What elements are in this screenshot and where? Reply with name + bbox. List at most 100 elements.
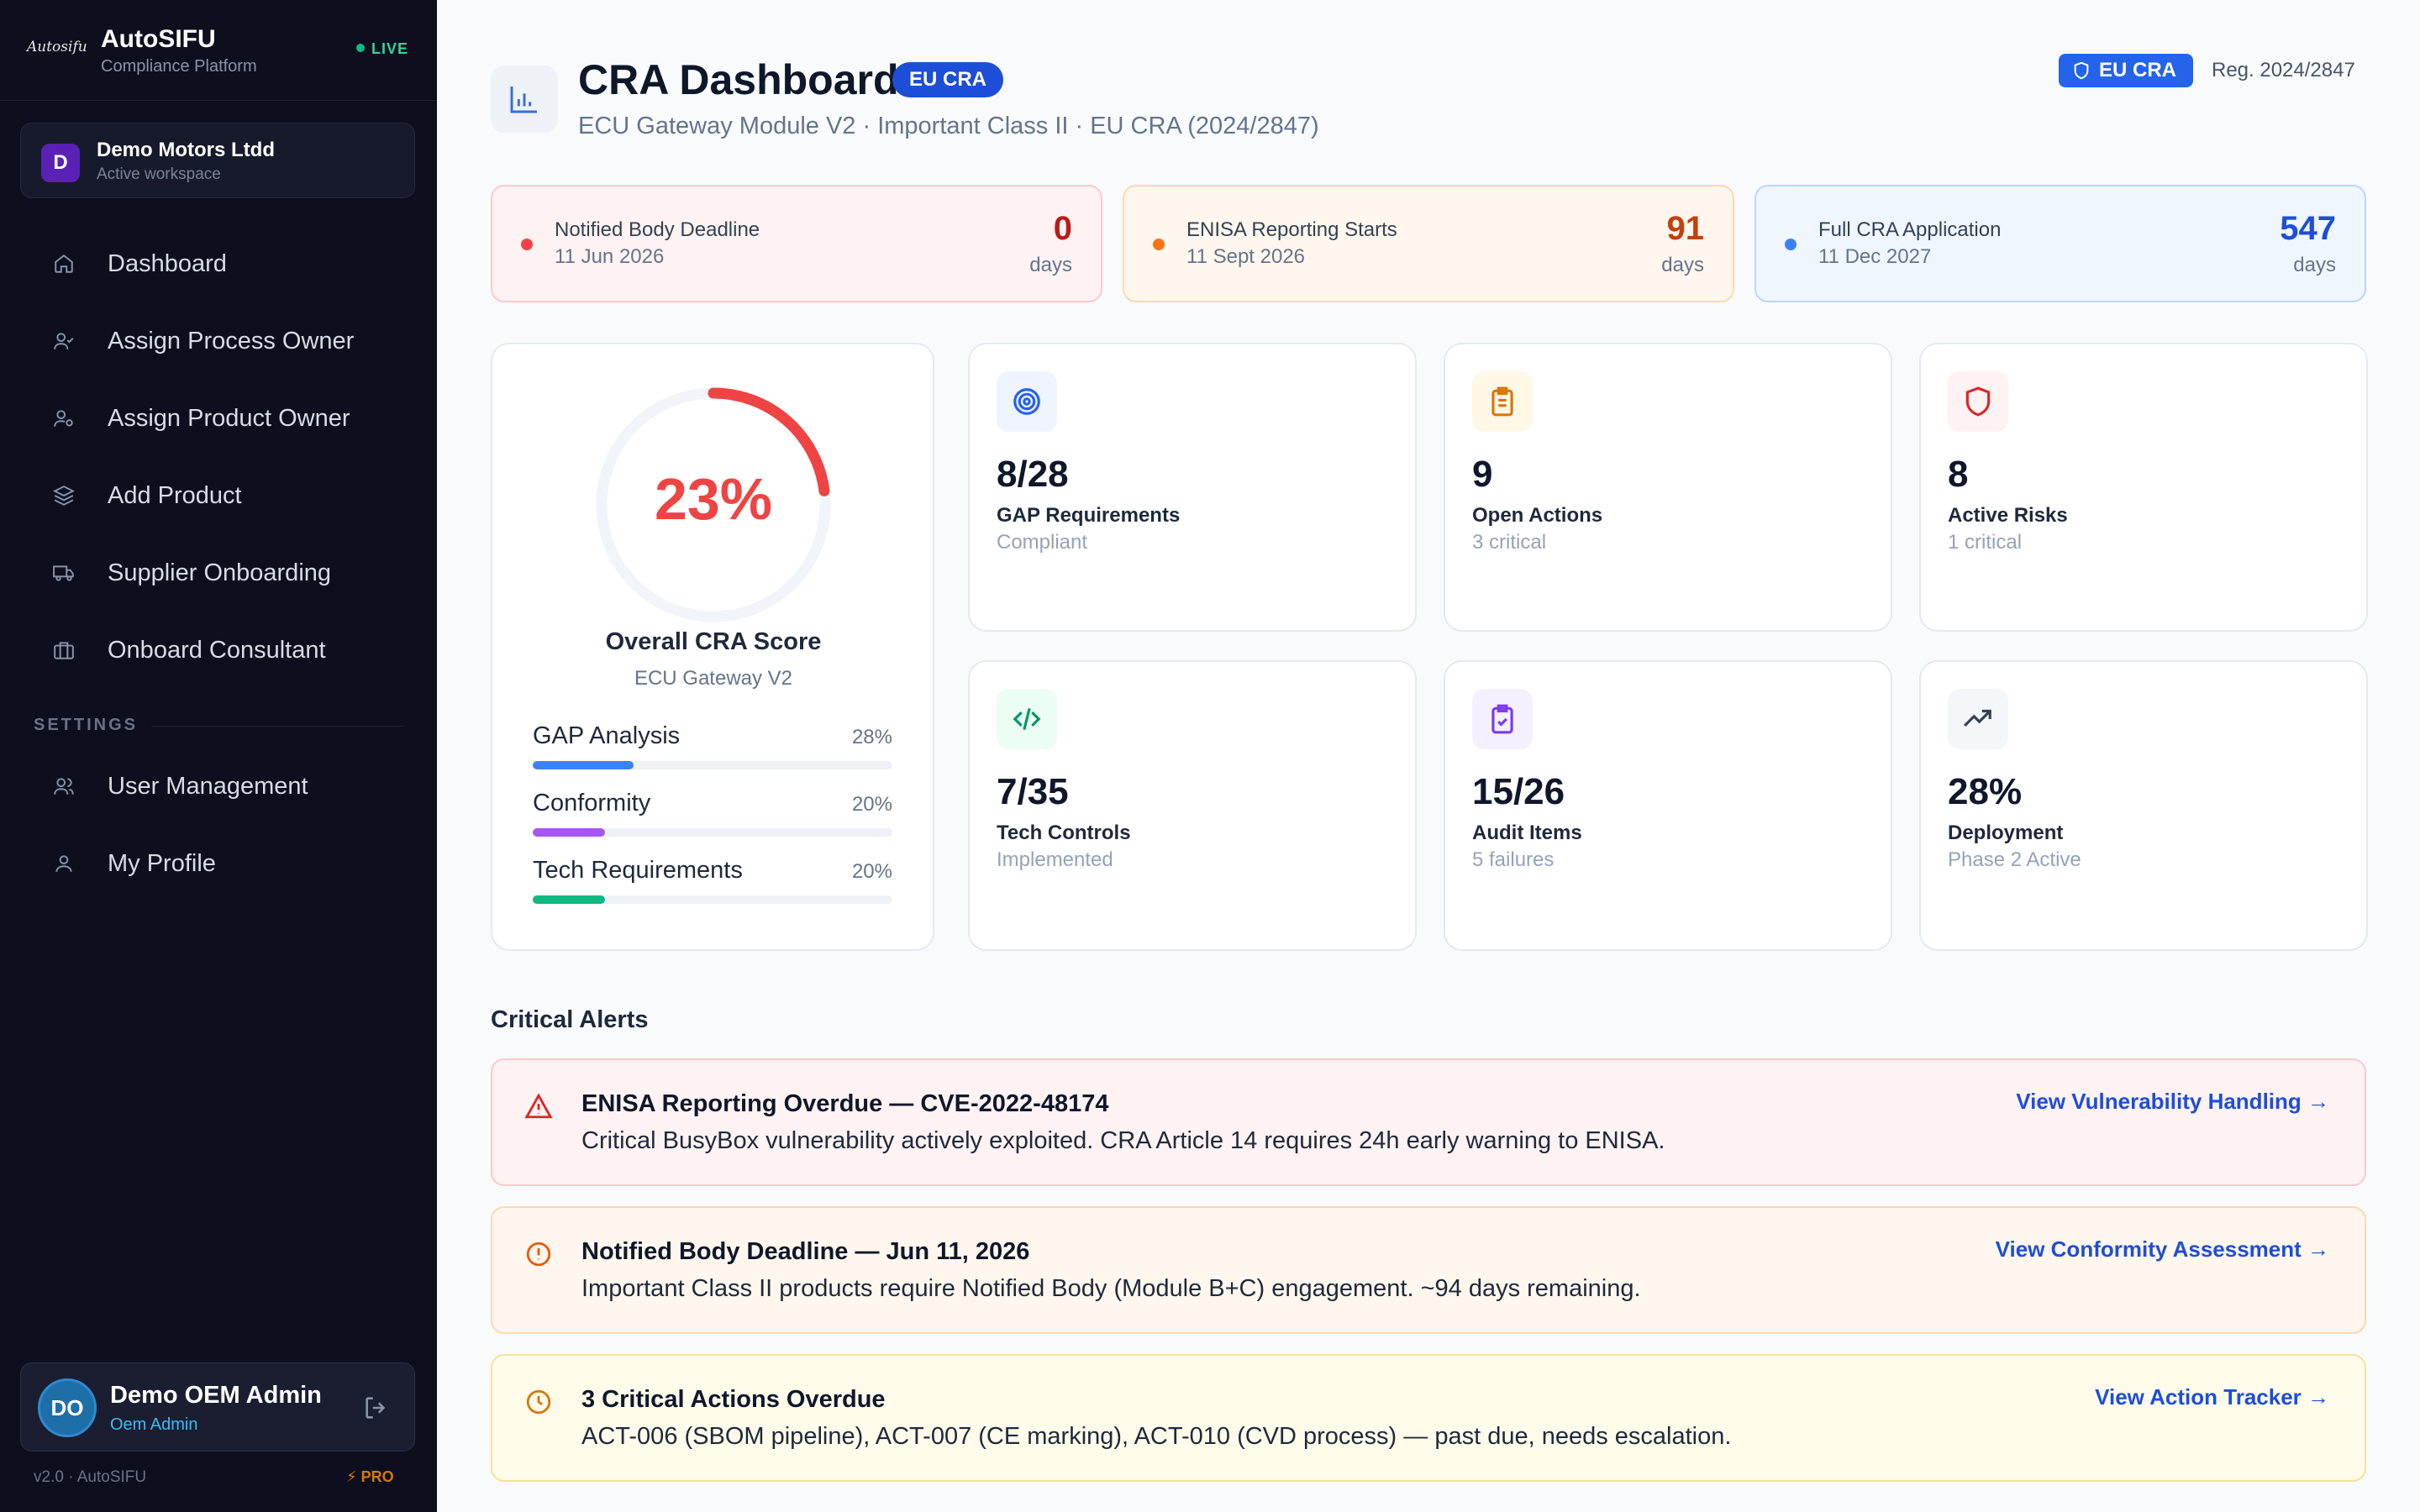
alert-text: Important Class II products require Noti… <box>581 1275 1641 1302</box>
progress-track <box>533 828 892 837</box>
clipboard-check-icon <box>1472 689 1533 749</box>
stat-card-audit-items[interactable]: 15/26 Audit Items 5 failures <box>1444 660 1892 951</box>
page-title: CRA Dashboard <box>578 56 899 103</box>
live-dot-icon <box>355 44 365 52</box>
overall-score-card: 23% Overall CRA Score ECU Gateway V2 GAP… <box>491 343 934 951</box>
plan-badge: ⚡ PRO <box>346 1468 394 1486</box>
regulation-reference: Reg. 2024/2847 <box>2212 59 2355 81</box>
live-status: LIVE <box>355 40 408 58</box>
workspace-switcher[interactable]: D Demo Motors Ltdd Active workspace <box>20 123 415 198</box>
nav-item-onboard-consultant[interactable]: Onboard Consultant <box>34 623 403 677</box>
nav-label: Assign Process Owner <box>108 327 355 354</box>
progress-label: GAP Analysis <box>533 722 681 749</box>
workspace-subtitle: Active workspace <box>97 165 221 183</box>
nav-item-user-management[interactable]: User Management <box>34 759 403 813</box>
alert-title: ENISA Reporting Overdue — CVE-2022-48174 <box>581 1090 1109 1117</box>
deadline-days-unit: days <box>2293 254 2336 276</box>
target-icon <box>997 371 1057 432</box>
stat-subtitle: 3 critical <box>1472 531 1547 554</box>
shield-small-icon <box>2074 61 2089 80</box>
stat-card-gap-requirements[interactable]: 8/28 GAP Requirements Compliant <box>968 343 1417 632</box>
stat-card-deployment[interactable]: 28% Deployment Phase 2 Active <box>1919 660 2368 951</box>
user-cog-icon <box>50 405 77 432</box>
deadline-card-enisa: ENISA Reporting Starts 11 Sept 2026 91 d… <box>1123 185 1734 302</box>
nav-item-assign-process-owner[interactable]: Assign Process Owner <box>34 314 403 368</box>
progress-fill <box>533 828 605 837</box>
alert-text: ACT-006 (SBOM pipeline), ACT-007 (CE mar… <box>581 1423 1732 1450</box>
plan-label: PRO <box>360 1468 394 1485</box>
stat-value: 28% <box>1948 771 2023 812</box>
live-label: LIVE <box>371 40 408 57</box>
nav-label: Add Product <box>108 481 242 509</box>
stat-subtitle: Phase 2 Active <box>1948 848 2081 871</box>
stat-subtitle: Compliant <box>997 531 1088 554</box>
deadline-date: 11 Sept 2026 <box>1186 245 1306 268</box>
score-ring <box>596 387 831 622</box>
progress-fill <box>533 895 605 904</box>
progress-gap-analysis: GAP Analysis 28% <box>533 722 892 769</box>
warning-triangle-icon <box>524 1092 553 1121</box>
nav-label: Supplier Onboarding <box>108 559 332 586</box>
deadline-card-notified-body: Notified Body Deadline 11 Jun 2026 0 day… <box>491 185 1102 302</box>
avatar: DO <box>38 1378 97 1437</box>
nav-item-add-product[interactable]: Add Product <box>34 469 403 522</box>
truck-icon <box>50 559 77 586</box>
stat-value: 8 <box>1948 454 1969 495</box>
nav-label: Dashboard <box>108 249 227 277</box>
progress-percent: 20% <box>851 793 892 816</box>
stat-card-tech-controls[interactable]: 7/35 Tech Controls Implemented <box>968 660 1417 951</box>
progress-label: Tech Requirements <box>533 857 743 884</box>
bolt-icon: ⚡ <box>346 1468 357 1485</box>
view-action-tracker-link[interactable]: View Action Tracker → <box>2095 1384 2329 1410</box>
clock-icon <box>524 1388 553 1416</box>
deadline-label: ENISA Reporting Starts <box>1186 218 1397 241</box>
stat-value: 15/26 <box>1472 771 1565 812</box>
sidebar: Autosifu AutoSIFU Compliance Platform LI… <box>0 0 437 1512</box>
status-dot-icon <box>1153 239 1165 250</box>
view-vulnerability-handling-link[interactable]: View Vulnerability Handling → <box>2016 1089 2329 1114</box>
view-conformity-assessment-link[interactable]: View Conformity Assessment → <box>1995 1236 2329 1262</box>
deadline-label: Full CRA Application <box>1818 218 2002 241</box>
progress-track <box>533 895 892 904</box>
stat-value: 7/35 <box>997 771 1069 812</box>
workspace-avatar: D <box>41 144 80 182</box>
deadline-label: Notified Body Deadline <box>555 218 760 241</box>
score-value: 23% <box>654 466 773 532</box>
shield-icon <box>1948 371 2008 432</box>
deadline-date: 11 Dec 2027 <box>1818 245 1932 268</box>
stat-card-active-risks[interactable]: 8 Active Risks 1 critical <box>1919 343 2368 632</box>
user-name: Demo OEM Admin <box>110 1382 322 1409</box>
status-dot-icon <box>521 239 533 250</box>
alert-text: Critical BusyBox vulnerability actively … <box>581 1127 1665 1154</box>
user-card[interactable]: DO Demo OEM Admin Oem Admin <box>20 1362 415 1452</box>
layers-icon <box>50 482 77 509</box>
score-title: Overall CRA Score <box>605 628 822 655</box>
nav-item-my-profile[interactable]: My Profile <box>34 837 403 890</box>
stat-subtitle: Implemented <box>997 848 1113 871</box>
progress-fill <box>533 761 634 769</box>
page-subtitle: ECU Gateway Module V2 · Important Class … <box>578 113 1319 139</box>
workspace-name: Demo Motors Ltdd <box>97 139 275 161</box>
deadline-days-value: 0 <box>1053 210 1072 247</box>
progress-percent: 28% <box>851 726 892 748</box>
score-subtitle: ECU Gateway V2 <box>634 667 793 690</box>
deadline-days-unit: days <box>1661 254 1704 276</box>
deadline-days-value: 547 <box>2280 210 2336 247</box>
nav-item-assign-product-owner[interactable]: Assign Product Owner <box>34 391 403 445</box>
nav-item-dashboard[interactable]: Dashboard <box>34 237 403 291</box>
brand-header: Autosifu AutoSIFU Compliance Platform LI… <box>0 0 437 101</box>
logout-icon[interactable] <box>362 1394 391 1422</box>
regulation-badge: EU CRA <box>2059 54 2194 87</box>
progress-conformity: Conformity 20% <box>533 790 892 837</box>
home-icon <box>50 250 77 277</box>
brand-subtitle: Compliance Platform <box>101 57 257 76</box>
stat-card-open-actions[interactable]: 9 Open Actions 3 critical <box>1444 343 1892 632</box>
score-arc <box>596 387 831 622</box>
nav-label: User Management <box>108 772 308 800</box>
status-dot-icon <box>1785 239 1797 250</box>
trending-up-icon <box>1948 689 2008 749</box>
deadline-date: 11 Jun 2026 <box>555 245 665 268</box>
alert-notified-body: Notified Body Deadline — Jun 11, 2026 Im… <box>491 1206 2366 1334</box>
nav-item-supplier-onboarding[interactable]: Supplier Onboarding <box>34 546 403 600</box>
critical-alerts-heading: Critical Alerts <box>491 1006 649 1033</box>
